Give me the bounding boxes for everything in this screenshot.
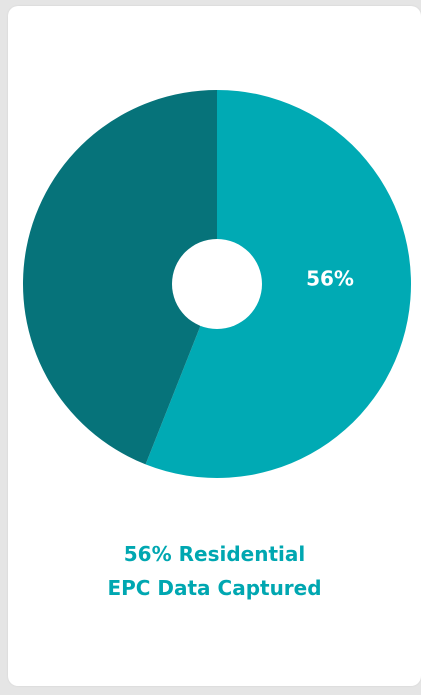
- chart-caption: 56% Residential EPC Data Captured: [8, 537, 421, 605]
- donut-hole: [172, 239, 262, 329]
- pie-slice-1: [23, 90, 217, 465]
- pie-slice-0: [145, 90, 411, 478]
- donut-chart: 56%: [23, 90, 411, 478]
- caption-line-2: EPC Data Captured: [107, 576, 322, 600]
- donut-slices: [23, 90, 411, 478]
- caption-line-1: 56% Residential: [123, 542, 306, 566]
- slice-data-label: 56%: [306, 267, 354, 291]
